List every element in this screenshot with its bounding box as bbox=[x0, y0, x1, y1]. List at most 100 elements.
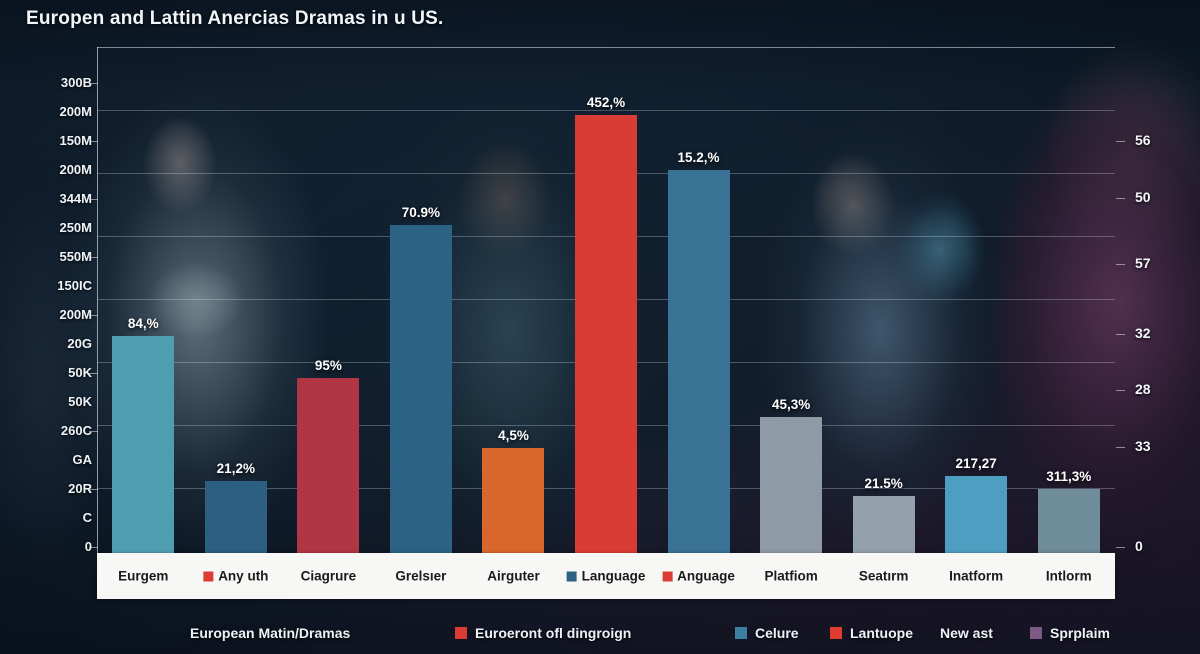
tick-mark bbox=[89, 489, 98, 490]
bar[interactable]: 4,5% bbox=[482, 428, 545, 553]
bar[interactable]: 21.5% bbox=[852, 476, 915, 553]
x-axis-tick-label[interactable]: Language bbox=[566, 568, 646, 584]
legend-item-label: Sprplaim bbox=[1050, 625, 1110, 641]
x-axis-tick-label[interactable]: Inatform bbox=[949, 569, 1003, 584]
tick-mark bbox=[1116, 334, 1125, 335]
legend-swatch-icon bbox=[662, 571, 673, 581]
x-axis-tick-label-text: Platfiom bbox=[764, 568, 818, 584]
y-axis-left-tick-label: 50K bbox=[68, 365, 92, 380]
tick-mark bbox=[1116, 141, 1125, 142]
y-axis-right-tick-label: 33 bbox=[1135, 438, 1151, 454]
y-axis-right-tick-label: 28 bbox=[1135, 381, 1151, 397]
legend-item-label: Lantuope bbox=[850, 625, 913, 641]
y-axis-left-tick-label: 50K bbox=[68, 394, 92, 409]
legend-swatch-icon bbox=[830, 627, 842, 639]
bar[interactable]: 217,27 bbox=[945, 456, 1008, 553]
y-axis-left-tick-label: 260C bbox=[60, 423, 92, 438]
bar[interactable]: 15.2,% bbox=[667, 150, 730, 553]
legend-item[interactable]: Lantuope bbox=[830, 625, 913, 641]
tick-mark bbox=[1116, 390, 1125, 391]
bar-value-label: 84,% bbox=[127, 315, 159, 331]
legend-item-label: Euroeront ofl dingroign bbox=[475, 625, 632, 641]
y-axis-left-tick-label: C bbox=[82, 510, 92, 525]
tick-mark bbox=[89, 141, 98, 142]
x-axis-tick-label[interactable]: Grelsıer bbox=[395, 569, 446, 584]
plot-area: 84,% 21,2% 95% 70.9% 4,5% 452,% 15.2,% 45,3% 21.… bbox=[97, 47, 1115, 554]
x-axis-tick-label[interactable]: Eurgem bbox=[118, 569, 168, 584]
y-axis-right-tick-label: 56 bbox=[1135, 132, 1151, 148]
x-axis-tick-label-text: Inatform bbox=[949, 568, 1004, 584]
y-axis-left-tick-label: 200M bbox=[59, 307, 92, 322]
legend-swatch-icon bbox=[566, 571, 577, 581]
x-axis-tick-label-text: Eurgem bbox=[118, 568, 169, 584]
bar[interactable]: 452,% bbox=[575, 95, 637, 553]
y-axis-right-tick-label: 0 bbox=[1135, 538, 1143, 554]
bar[interactable]: 21,2% bbox=[204, 461, 267, 553]
bar-value-label: 70.9% bbox=[401, 205, 441, 221]
legend-item[interactable]: New ast bbox=[940, 625, 993, 641]
legend-item-label: European Matin/Dramas bbox=[190, 625, 351, 641]
tick-mark bbox=[89, 373, 98, 374]
tick-mark bbox=[89, 547, 98, 548]
legend-item-label: Celure bbox=[755, 625, 799, 641]
y-axis-right-tick-label: 57 bbox=[1135, 255, 1151, 271]
gridline bbox=[97, 47, 1115, 48]
bar-value-label: 21,2% bbox=[216, 461, 255, 477]
y-axis-left-tick-label: 150M bbox=[59, 133, 92, 148]
bar-value-label: 4,5% bbox=[498, 428, 529, 444]
bar-value-label: 311,3% bbox=[1046, 468, 1092, 484]
x-axis-tick-label-text: Language bbox=[581, 568, 646, 584]
x-axis-tick-label-text: Seatırm bbox=[858, 568, 909, 584]
x-axis-tick-label[interactable]: Airguter bbox=[487, 569, 540, 584]
bar[interactable]: 70.9% bbox=[389, 205, 452, 553]
x-axis-label-band: Eurgem Any uth Ciagrure Grelsıer Airguter Lan… bbox=[97, 553, 1115, 599]
tick-mark bbox=[89, 199, 98, 200]
y-axis-left-tick-label: 20R bbox=[68, 481, 92, 496]
x-axis-tick-label[interactable]: Seatırm bbox=[859, 569, 909, 584]
bar[interactable]: 45,3% bbox=[760, 397, 823, 553]
y-axis-left-tick-label: GA bbox=[72, 452, 93, 467]
bar-value-label: 217,27 bbox=[955, 455, 997, 471]
y-axis-left-tick-label: 0 bbox=[85, 539, 92, 554]
bar-value-label: 95% bbox=[314, 358, 342, 374]
legend-item[interactable]: European Matin/Dramas bbox=[190, 625, 350, 641]
y-axis-left-tick-label: 300B bbox=[60, 75, 92, 90]
bar-value-label: 45,3% bbox=[771, 396, 811, 412]
x-axis-tick-label[interactable]: Ciagrure bbox=[301, 569, 357, 584]
x-axis-tick-label-text: Intlorm bbox=[1045, 568, 1092, 584]
page-title: Europen and Lattin Anercias Dramas in u … bbox=[26, 8, 444, 29]
y-axis-left-tick-label: 250M bbox=[59, 220, 92, 235]
legend-swatch-icon bbox=[203, 571, 214, 581]
tick-mark bbox=[1116, 264, 1125, 265]
y-axis-left-tick-label: 344M bbox=[59, 191, 92, 206]
bar[interactable]: 95% bbox=[297, 358, 360, 553]
tick-mark bbox=[89, 257, 98, 258]
legend-swatch-icon bbox=[455, 627, 467, 639]
legend-item[interactable]: Sprplaim bbox=[1030, 625, 1110, 641]
legend-item[interactable]: Euroeront ofl dingroign bbox=[455, 625, 631, 641]
legend-item[interactable]: Celure bbox=[735, 625, 799, 641]
tick-mark bbox=[1116, 547, 1125, 548]
x-axis-tick-label[interactable]: Anguage bbox=[662, 569, 735, 584]
tick-mark bbox=[1116, 447, 1125, 448]
y-axis-line bbox=[97, 47, 98, 553]
x-axis-tick-label[interactable]: Intlorm bbox=[1046, 569, 1092, 584]
tick-mark bbox=[1116, 198, 1125, 199]
x-axis-tick-label-text: Anguage bbox=[677, 568, 735, 584]
bar[interactable]: 311,3% bbox=[1037, 469, 1100, 553]
tick-mark bbox=[89, 431, 98, 432]
legend-item-label: New ast bbox=[940, 625, 993, 641]
x-axis-tick-label-text: Any uth bbox=[218, 568, 269, 584]
bar-value-label: 21.5% bbox=[864, 475, 903, 491]
y-axis-right-tick-label: 50 bbox=[1135, 189, 1151, 205]
bar[interactable]: 84,% bbox=[112, 316, 175, 553]
tick-mark bbox=[89, 83, 98, 84]
x-axis-tick-label-text: Airguter bbox=[487, 568, 540, 584]
gridline bbox=[97, 110, 1115, 111]
y-axis-left-tick-label: 150IC bbox=[57, 278, 92, 293]
y-axis-left-tick-label: 200M bbox=[59, 104, 92, 119]
x-axis-tick-label[interactable]: Platfiom bbox=[764, 569, 817, 584]
bar-value-label: 452,% bbox=[586, 95, 626, 111]
x-axis-tick-label[interactable]: Any uth bbox=[203, 569, 268, 584]
y-axis-left-tick-label: 200M bbox=[59, 162, 92, 177]
